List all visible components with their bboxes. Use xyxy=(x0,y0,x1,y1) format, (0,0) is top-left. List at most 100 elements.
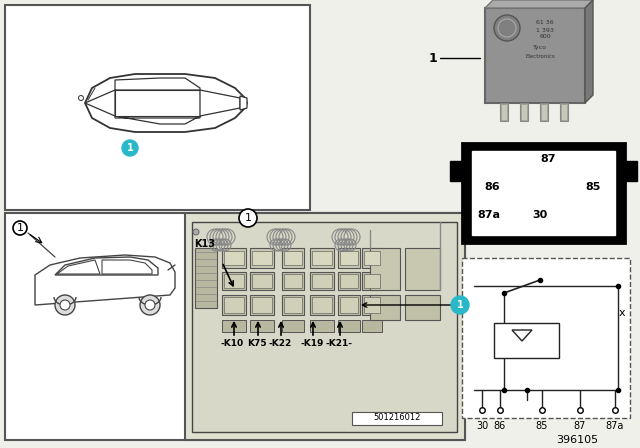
Bar xyxy=(362,320,382,332)
Text: -K22: -K22 xyxy=(268,340,292,349)
Bar xyxy=(560,103,568,121)
Text: x: x xyxy=(619,308,625,318)
Circle shape xyxy=(494,15,520,41)
Bar xyxy=(195,248,217,308)
Bar xyxy=(185,213,465,440)
Circle shape xyxy=(145,300,155,310)
Text: 1: 1 xyxy=(244,213,252,223)
Bar xyxy=(282,320,304,332)
Bar xyxy=(250,248,274,268)
Polygon shape xyxy=(115,116,200,124)
Bar xyxy=(541,104,547,120)
Text: 1: 1 xyxy=(17,223,24,233)
Bar xyxy=(310,320,334,332)
Bar xyxy=(340,297,358,313)
Polygon shape xyxy=(200,90,240,116)
Polygon shape xyxy=(85,74,247,132)
Bar xyxy=(312,297,332,313)
Text: 1 393: 1 393 xyxy=(536,27,554,33)
Bar xyxy=(472,151,615,235)
Bar xyxy=(520,103,528,121)
Bar xyxy=(494,323,559,358)
Bar xyxy=(312,274,332,288)
Bar xyxy=(282,272,304,290)
Bar xyxy=(501,104,507,120)
Text: 61 36: 61 36 xyxy=(536,21,554,26)
Bar xyxy=(623,161,637,181)
Circle shape xyxy=(122,140,138,156)
Text: 30: 30 xyxy=(476,421,488,431)
Text: 501216012: 501216012 xyxy=(373,414,420,422)
Circle shape xyxy=(55,295,75,315)
Bar xyxy=(364,274,380,288)
Bar xyxy=(5,213,465,440)
Bar xyxy=(224,297,244,313)
Bar xyxy=(222,272,246,290)
Text: 87: 87 xyxy=(540,154,556,164)
Text: -K10: -K10 xyxy=(220,340,244,349)
Circle shape xyxy=(193,229,199,235)
Bar xyxy=(485,8,585,103)
Bar xyxy=(370,295,400,320)
Polygon shape xyxy=(115,78,200,90)
Circle shape xyxy=(140,295,160,315)
Polygon shape xyxy=(585,0,593,103)
Bar xyxy=(224,274,244,288)
Bar xyxy=(338,272,360,290)
Bar xyxy=(561,104,567,120)
Circle shape xyxy=(239,209,257,227)
Bar xyxy=(192,222,457,432)
Bar xyxy=(338,248,360,268)
Bar xyxy=(362,295,382,315)
Bar xyxy=(352,412,442,425)
Bar xyxy=(224,251,244,265)
Text: 30: 30 xyxy=(532,210,547,220)
Bar xyxy=(252,251,272,265)
Bar xyxy=(338,295,360,315)
Bar xyxy=(540,103,548,121)
Bar xyxy=(310,295,334,315)
Bar xyxy=(5,5,310,210)
Bar xyxy=(405,248,440,290)
Polygon shape xyxy=(35,255,175,305)
Bar xyxy=(284,274,302,288)
Bar xyxy=(252,274,272,288)
Text: 86: 86 xyxy=(494,421,506,431)
Circle shape xyxy=(451,296,469,314)
Bar xyxy=(521,104,527,120)
Bar xyxy=(340,274,358,288)
Bar xyxy=(250,295,274,315)
Text: 87a: 87a xyxy=(477,210,500,220)
Bar xyxy=(370,248,400,290)
Text: 1: 1 xyxy=(429,52,437,65)
Circle shape xyxy=(60,300,70,310)
Bar xyxy=(362,248,382,268)
Bar xyxy=(310,272,334,290)
Bar xyxy=(282,248,304,268)
Circle shape xyxy=(13,221,27,235)
Text: K13: K13 xyxy=(195,239,216,249)
Polygon shape xyxy=(85,90,115,116)
Polygon shape xyxy=(57,260,100,274)
Text: 1: 1 xyxy=(456,300,463,310)
Polygon shape xyxy=(485,0,593,8)
Bar xyxy=(252,297,272,313)
Bar xyxy=(450,161,464,181)
Bar xyxy=(500,103,508,121)
Bar xyxy=(405,295,440,320)
Bar xyxy=(250,320,274,332)
Bar xyxy=(362,272,382,290)
Bar xyxy=(250,272,274,290)
Bar xyxy=(284,297,302,313)
Bar xyxy=(312,251,332,265)
Circle shape xyxy=(79,95,83,100)
Text: 87a: 87a xyxy=(606,421,624,431)
Bar xyxy=(222,248,246,268)
Bar xyxy=(364,251,380,265)
Bar xyxy=(340,251,358,265)
Text: -K21-: -K21- xyxy=(326,340,353,349)
Bar xyxy=(222,320,246,332)
Bar xyxy=(282,295,304,315)
Bar xyxy=(284,251,302,265)
Text: 600: 600 xyxy=(539,34,551,39)
